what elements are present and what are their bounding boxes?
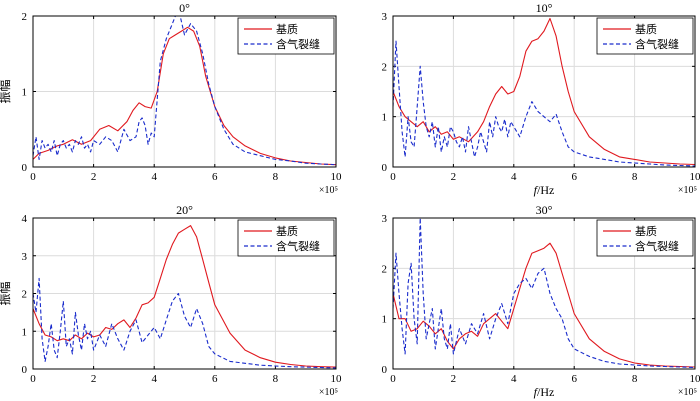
x-axis-label-var: f [534,183,539,197]
y-tick-label: 3 [382,213,388,225]
x-tick-label: 6 [571,373,577,385]
x-tick-label: 10 [331,373,343,385]
x-tick-label: 8 [273,171,279,183]
x-tick-label: 4 [511,373,517,385]
x-tick-label: 6 [212,171,218,183]
y-tick-label: 0 [22,364,28,376]
y-tick-label: 1 [22,326,28,338]
y-tick-label: 1 [382,314,388,326]
legend-label-matrix: 基质 [635,23,657,36]
x-axis-label: f/Hz [534,183,555,197]
x-exponent-label: ×10⁵ [319,185,338,196]
x-tick-label: 2 [451,171,457,183]
y-tick-label: 1 [22,87,28,99]
y-tick-label: 0 [382,162,388,174]
x-tick-label: 8 [273,373,279,385]
x-exponent-label: ×10⁵ [319,387,338,398]
x-tick-label: 8 [632,171,638,183]
series-line-gas-crack [33,16,336,166]
subplot-title: 10° [536,1,553,15]
x-tick-label: 6 [571,171,577,183]
x-tick-label: 0 [30,373,36,385]
x-tick-label: 2 [91,373,97,385]
y-tick-label: 2 [22,11,28,23]
y-tick-label: 2 [22,289,28,301]
series-line-matrix [33,225,336,368]
series-line-gas-crack [393,218,695,369]
x-tick-label: 6 [212,373,218,385]
y-tick-label: 3 [382,11,388,23]
x-tick-label: 0 [390,171,396,183]
legend-label-matrix: 基质 [276,23,298,36]
x-tick-label: 2 [91,171,97,183]
x-tick-label: 0 [390,373,396,385]
x-tick-label: 8 [632,373,638,385]
y-tick-label: 4 [22,213,28,225]
x-tick-label: 4 [151,171,157,183]
legend-box [237,219,335,257]
y-tick-label: 3 [22,251,28,263]
series-line-matrix [393,242,695,368]
x-tick-label: 10 [690,171,700,183]
subplot-title: 0° [179,1,190,15]
x-tick-label: 10 [690,373,700,385]
y-tick-label: 1 [382,112,388,124]
x-tick-label: 10 [331,171,343,183]
legend-label-matrix: 基质 [635,225,657,238]
y-axis-label: 振幅 [0,281,12,305]
plot-frame [32,15,337,168]
y-tick-label: 0 [22,162,28,174]
y-axis-label: 振幅 [0,79,12,103]
y-tick-label: 2 [382,61,388,73]
y-tick-label: 0 [382,364,388,376]
legend-box [596,17,694,55]
x-tick-label: 0 [30,171,36,183]
legend-label-gas-crack: 含气裂缝 [635,239,679,253]
x-axis-label-unit: /Hz [537,385,554,399]
plot-frame [392,15,696,168]
series-line-gas-crack [33,277,336,369]
plot-frame [32,217,337,370]
legend-label-gas-crack: 含气裂缝 [635,37,679,51]
x-exponent-label: ×10⁵ [678,387,697,398]
x-exponent-label: ×10⁵ [678,185,697,196]
x-tick-label: 2 [451,373,457,385]
legend-label-gas-crack: 含气裂缝 [276,239,320,253]
x-axis-label-unit: /Hz [537,183,554,197]
x-tick-label: 4 [511,171,517,183]
x-axis-label-var: f [534,385,539,399]
legend-box [237,17,335,55]
series-line-gas-crack [393,40,695,167]
plot-frame [392,217,696,370]
legend-label-matrix: 基质 [276,225,298,238]
legend-label-gas-crack: 含气裂缝 [276,37,320,51]
subplot-title: 20° [176,203,193,217]
x-tick-label: 4 [151,373,157,385]
subplot-title: 30° [536,203,553,217]
y-tick-label: 2 [382,263,388,275]
legend-box [596,219,694,257]
x-axis-label: f/Hz [534,385,555,399]
